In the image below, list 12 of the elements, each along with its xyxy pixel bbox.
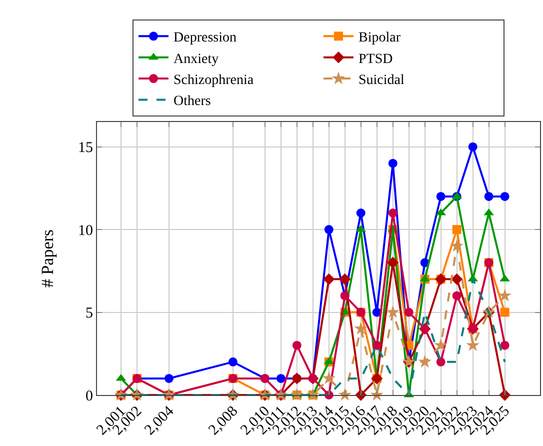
y-tick-label: 5 xyxy=(86,306,93,322)
legend-label: Bipolar xyxy=(358,30,401,46)
legend-label: Schizophrenia xyxy=(174,73,254,88)
legend-label: Suicidal xyxy=(358,73,404,88)
legend-label: Depression xyxy=(174,30,236,46)
legend-label: Others xyxy=(174,94,211,110)
legend-label: PTSD xyxy=(358,52,393,67)
legend-label: Anxiety xyxy=(174,52,219,67)
y-axis-title: # Papers xyxy=(38,229,57,288)
y-tick-label: 15 xyxy=(78,140,93,156)
y-tick-label: 0 xyxy=(86,388,93,404)
y-tick-label: 10 xyxy=(78,222,93,239)
